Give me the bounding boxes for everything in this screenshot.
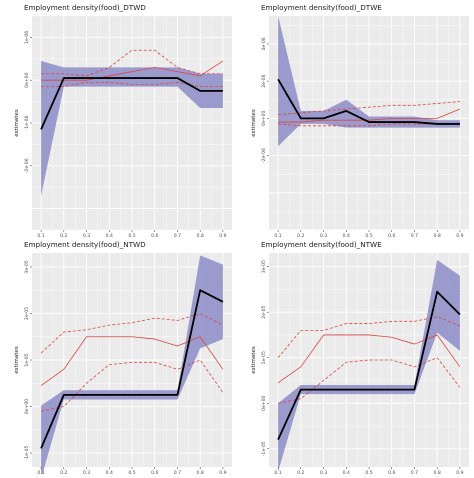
ols-ci-lower-line bbox=[41, 359, 224, 412]
x-tick-label: 0.7 bbox=[411, 233, 418, 237]
ols-ci-upper-line bbox=[40, 313, 224, 354]
y-axis-label: estimates bbox=[14, 109, 20, 137]
x-tick-label: 0.1 bbox=[37, 233, 44, 237]
x-tick-label: 0.3 bbox=[83, 470, 90, 474]
ols-ci-upper-line bbox=[277, 316, 461, 358]
y-axis-label: estimates bbox=[251, 109, 257, 137]
panel-dtwe: Employment density(food)_DTWE 0.1 0.2 0.3 0.… bbox=[237, 0, 474, 239]
y-tick-label: -2e-06 bbox=[261, 148, 267, 163]
x-tick-label: 0.9 bbox=[456, 233, 463, 237]
y-axis-label: estimates bbox=[251, 346, 257, 374]
chart-dtwe: Employment density(food)_DTWE 0.1 0.2 0.3 0.… bbox=[251, 3, 469, 239]
ols-estimate-line bbox=[40, 336, 224, 386]
quantile-ci-band bbox=[41, 60, 223, 196]
x-tick-label: 0.1 bbox=[274, 470, 281, 474]
y-tick-label: -1e-05 bbox=[24, 446, 30, 461]
x-tick-label: 0.9 bbox=[456, 470, 463, 474]
x-tick-label: 0.8 bbox=[197, 470, 204, 474]
x-tick-label: 0.6 bbox=[151, 233, 158, 237]
x-tick-label: 0.2 bbox=[297, 470, 304, 474]
y-tick-label: 0e+00 bbox=[261, 395, 267, 411]
chart-title: Employment density(food)_NTWE bbox=[261, 240, 382, 249]
x-tick-label: 0.5 bbox=[365, 470, 372, 474]
quantile-estimate-line bbox=[277, 290, 461, 441]
panel-ntwe: Employment density(food)_NTWE 0.1 0.2 0.3 0.… bbox=[237, 237, 474, 478]
ols-ci-upper-line bbox=[278, 101, 460, 116]
quantile-estimate-line bbox=[40, 289, 224, 449]
chart-title: Employment density(food)_DTWD bbox=[24, 3, 146, 12]
x-tick-label: 0.1 bbox=[274, 233, 281, 237]
ols-ci-lower-line bbox=[278, 357, 461, 404]
quantile-ci-band bbox=[278, 16, 460, 147]
quantile-ci-band bbox=[278, 259, 460, 472]
x-tick-label: 0.2 bbox=[60, 470, 67, 474]
x-tick-label: 0.5 bbox=[128, 470, 135, 474]
y-tick-label: 2e-05 bbox=[261, 305, 267, 318]
ols-ci-upper-line bbox=[41, 49, 223, 77]
x-tick-label: 0.8 bbox=[434, 233, 441, 237]
y-tick-label: -2e-06 bbox=[24, 158, 30, 173]
ols-ci-lower-line bbox=[41, 81, 223, 88]
x-tick-label: 0.7 bbox=[174, 470, 181, 474]
y-tick-label: -1e-06 bbox=[24, 115, 30, 130]
chart-ntwe: Employment density(food)_NTWE 0.1 0.2 0.3 0.… bbox=[251, 240, 469, 478]
quantile-estimate-line bbox=[40, 77, 223, 130]
x-tick-label: 0.4 bbox=[343, 233, 350, 237]
x-tick-label: 0.6 bbox=[388, 233, 395, 237]
y-axis-label: estimates bbox=[14, 346, 20, 374]
x-tick-label: 0.8 bbox=[197, 233, 204, 237]
x-tick-label: 0.7 bbox=[411, 470, 418, 474]
x-tick-label: 0.3 bbox=[83, 233, 90, 237]
chart-ntwd: Employment density(food)_NTWD 0.1 0.2 0.3 0.… bbox=[14, 240, 232, 478]
x-tick-label: 0.9 bbox=[219, 470, 226, 474]
y-tick-label: 0e+00 bbox=[24, 72, 30, 88]
x-tick-label: 0.8 bbox=[434, 470, 441, 474]
y-tick-label: 2e-06 bbox=[261, 74, 267, 87]
x-tick-label: 0.9 bbox=[219, 233, 226, 237]
x-tick-label: 0.5 bbox=[365, 233, 372, 237]
quantile-ci-band bbox=[41, 255, 223, 478]
ols-estimate-line bbox=[41, 60, 224, 81]
ols-estimate-line bbox=[277, 334, 461, 384]
chart-title: Employment density(food)_NTWD bbox=[24, 240, 146, 249]
y-tick-label: 0e+00 bbox=[24, 399, 30, 415]
panel-ntwd: Employment density(food)_NTWD 0.1 0.2 0.3 0.… bbox=[0, 237, 237, 478]
x-tick-label: 0.7 bbox=[174, 233, 181, 237]
ols-estimate-line bbox=[278, 108, 461, 123]
y-tick-label: 1e-05 bbox=[24, 353, 30, 366]
y-tick-label: 1e-05 bbox=[261, 351, 267, 364]
x-tick-label: 0.3 bbox=[320, 233, 327, 237]
y-tick-label: 3e-05 bbox=[261, 260, 267, 273]
chart-title: Employment density(food)_DTWE bbox=[261, 3, 382, 12]
y-tick-label: 4e-06 bbox=[261, 37, 267, 50]
x-tick-label: 0.4 bbox=[106, 233, 113, 237]
chart-dtwd: Employment density(food)_DTWD 0.1 0.2 0.3 0.… bbox=[14, 3, 232, 239]
x-tick-label: 0.6 bbox=[388, 470, 395, 474]
y-tick-label: 1e-06 bbox=[24, 31, 30, 44]
panel-dtwd: Employment density(food)_DTWD 0.1 0.2 0.3 0.… bbox=[0, 0, 237, 239]
x-tick-label: 0.5 bbox=[128, 233, 135, 237]
x-tick-label: 0.4 bbox=[106, 470, 113, 474]
quantile-estimate-line bbox=[277, 78, 460, 125]
x-tick-label: 0.2 bbox=[297, 233, 304, 237]
y-tick-label: 2e-05 bbox=[24, 307, 30, 320]
y-tick-label: 3e-05 bbox=[24, 260, 30, 273]
x-tick-label: 0.6 bbox=[151, 470, 158, 474]
x-tick-label: 0.3 bbox=[320, 470, 327, 474]
y-tick-label: 0e+00 bbox=[261, 111, 267, 127]
x-tick-label: 0.1 bbox=[37, 470, 44, 474]
y-tick-label: -1e-05 bbox=[261, 441, 267, 456]
x-tick-label: 0.2 bbox=[60, 233, 67, 237]
x-tick-label: 0.4 bbox=[343, 470, 350, 474]
